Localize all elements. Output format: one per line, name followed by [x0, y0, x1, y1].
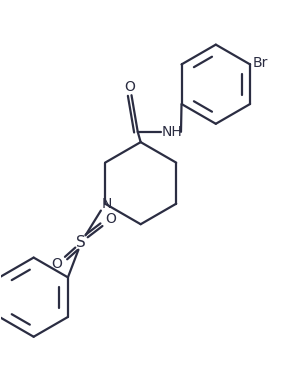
Text: NH: NH [162, 125, 183, 139]
Text: Br: Br [253, 56, 268, 70]
Text: O: O [52, 257, 62, 271]
Text: S: S [76, 235, 86, 250]
Text: N: N [102, 197, 112, 211]
Text: O: O [105, 212, 116, 226]
Text: O: O [124, 80, 135, 94]
